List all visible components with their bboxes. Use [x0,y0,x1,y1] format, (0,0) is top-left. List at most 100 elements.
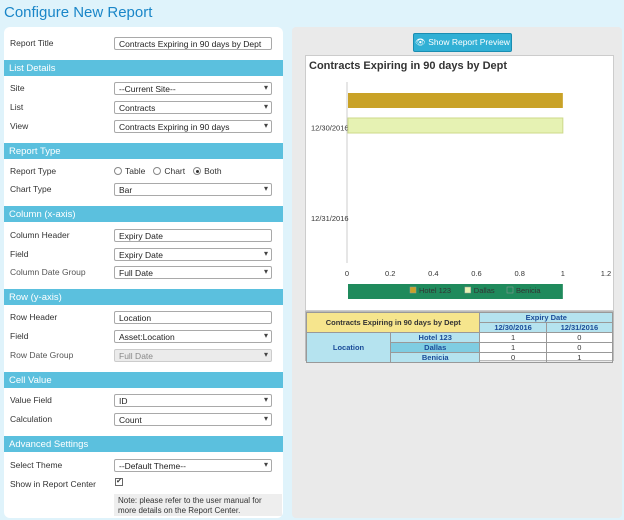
report-table: Contracts Expiring in 90 days by Dept Ex… [305,312,614,363]
chart-title: Contracts Expiring in 90 days by Dept [309,60,508,72]
radio-table[interactable]: Table [114,166,145,176]
y-tick-label: 12/31/2016 [311,214,349,223]
row-date-group-select: Full Date [114,349,272,362]
table-row-label: Benicia [389,352,481,363]
legend-swatch [409,286,417,294]
report-type-radios: Table Chart Both [114,166,222,176]
view-select[interactable]: Contracts Expiring in 90 days [114,120,272,133]
advanced-settings-header: Advanced Settings [4,436,283,452]
x-tick-label: 0 [345,269,349,278]
cell-value-header: Cell Value [4,372,283,388]
site-row: Site --Current Site-- [4,80,283,98]
chart-container: Contracts Expiring in 90 days by Dept 0 0… [305,55,614,311]
report-table-container: Contracts Expiring in 90 days by Dept Ex… [305,311,614,363]
theme-row: Select Theme --Default Theme-- [4,457,283,475]
table-cell: 0 [545,342,614,353]
legend-swatch [506,286,514,294]
legend-label: Dallas [474,286,495,295]
report-title-input[interactable]: Contracts Expiring in 90 days by Dept [114,37,272,50]
report-title-row: Report Title Contracts Expiring in 90 da… [4,35,283,53]
report-title-label: Report Title [10,38,54,48]
table-col-2: 12/31/2016 [545,322,614,333]
value-field-select[interactable]: ID [114,394,272,407]
view-label: View [10,121,29,131]
chart-type-select[interactable]: Bar [114,183,272,196]
calculation-select[interactable]: Count [114,413,272,426]
show-report-preview-button[interactable]: 👁 Show Report Preview [413,33,512,52]
x-tick-label: 0.2 [385,269,395,278]
report-config-form: Report Title Contracts Expiring in 90 da… [4,27,283,518]
report-type-label: Report Type [10,166,57,176]
row-header-label: Row Header [10,312,58,322]
column-field-select[interactable]: Expiry Date [114,248,272,261]
radio-table-dot[interactable] [114,167,122,175]
legend-label: Benicia [516,286,541,295]
row-date-group-label: Row Date Group [10,350,74,360]
bar-dallas [347,117,564,134]
table-cell: 1 [479,332,547,343]
column-field-row: Field Expiry Date [4,246,283,264]
column-header-row: Column Header Expiry Date [4,227,283,245]
preview-panel: 👁 Show Report Preview Contracts Expiring… [292,27,622,518]
report-center-note: Note: please refer to the user manual fo… [114,494,282,516]
bar-chart: 0 0.2 0.4 0.6 0.8 1 1.2 12/30/2016 12/31/2016 Hot… [311,82,611,299]
row-field-label: Field [10,331,29,341]
column-date-group-row: Column Date Group Full Date [4,264,283,282]
theme-select[interactable]: --Default Theme-- [114,459,272,472]
row-header-input[interactable]: Location [114,311,272,324]
radio-both[interactable]: Both [193,166,222,176]
radio-table-label: Table [125,166,146,176]
radio-both-label: Both [204,166,222,176]
x-tick-label: 0.4 [428,269,438,278]
column-date-group-label: Column Date Group [10,267,86,277]
table-cell: 1 [479,342,547,353]
theme-label: Select Theme [10,460,63,470]
report-type-header: Report Type [4,143,283,159]
list-label: List [10,102,24,112]
column-header-input[interactable]: Expiry Date [114,229,272,242]
show-report-preview-label: Show Report Preview [428,37,510,47]
column-header: Column (x-axis) [4,206,283,222]
report-type-row: Report Type Table Chart Both [4,163,283,181]
legend-label: Hotel 123 [419,286,451,295]
value-field-row: Value Field ID [4,392,283,410]
value-field-label: Value Field [10,395,52,405]
table-row-label: Dallas [389,342,481,353]
table-cell: 1 [545,352,614,363]
table-column-header: Expiry Date [479,312,613,323]
column-header-label: Column Header [10,230,70,240]
x-tick-label: 1 [561,269,565,278]
row-date-group-row: Row Date Group Full Date [4,347,283,365]
column-date-group-select[interactable]: Full Date [114,266,272,279]
list-select[interactable]: Contracts [114,101,272,114]
table-title: Contracts Expiring in 90 days by Dept [305,312,481,333]
row-header: Row (y-axis) [4,289,283,305]
row-field-row: Field Asset:Location [4,328,283,346]
radio-both-dot[interactable] [193,167,202,175]
legend-swatch [464,286,472,294]
chart-type-row: Chart Type Bar [4,181,283,199]
calculation-label: Calculation [10,414,53,424]
site-label: Site [10,83,25,93]
list-row: List Contracts [4,99,283,117]
table-cell: 0 [479,352,547,363]
y-tick-label: 12/30/2016 [311,123,349,132]
show-in-center-label: Show in Report Center [10,479,96,489]
calculation-row: Calculation Count [4,411,283,429]
table-row-header: Location [306,332,391,363]
eye-icon: 👁 [415,37,426,47]
view-row: View Contracts Expiring in 90 days [4,118,283,136]
x-tick-label: 0.8 [514,269,524,278]
radio-chart[interactable]: Chart [153,166,185,176]
table-cell: 0 [545,332,614,343]
show-in-center-checkbox[interactable]: ✔ [115,478,123,486]
site-select[interactable]: --Current Site-- [114,82,272,95]
radio-chart-dot[interactable] [153,167,162,175]
table-col-1: 12/30/2016 [479,322,547,333]
row-header-row: Row Header Location [4,309,283,327]
column-field-label: Field [10,249,29,259]
bar-hotel-123 [348,93,563,108]
list-details-header: List Details [4,60,283,76]
row-field-select[interactable]: Asset:Location [114,330,272,343]
x-tick-label: 1.2 [601,269,611,278]
